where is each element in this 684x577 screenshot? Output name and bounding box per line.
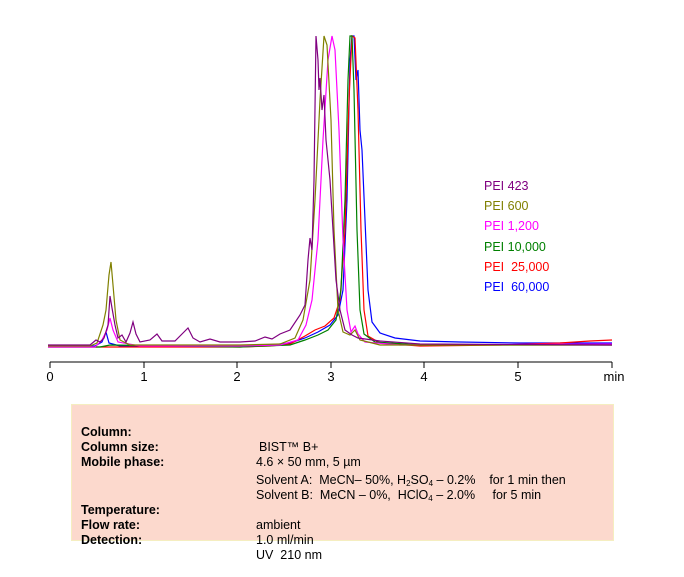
flow-rate-label: Flow rate: xyxy=(81,518,141,533)
detection-value: UV 210 nm xyxy=(256,547,323,562)
x-tick-4: 4 xyxy=(420,369,427,384)
x-tick-5: 5 xyxy=(514,369,521,384)
legend-item-pei-60000: PEI 60,000 xyxy=(484,280,550,295)
x-axis xyxy=(49,361,613,368)
condition-temperature: Temperature: ambient xyxy=(81,489,300,547)
chromatogram: 0 1 2 3 4 5 min xyxy=(46,34,624,384)
x-axis-unit: min xyxy=(604,369,625,384)
condition-column-size: Column size: 4.6 × 50 mm, 5 µm xyxy=(81,426,361,484)
trace-pei-1200 xyxy=(48,35,613,348)
x-tick-3: 3 xyxy=(327,369,334,384)
condition-column: Column: BIST™ B+ xyxy=(81,411,318,469)
column-value: BIST™ B+ xyxy=(259,439,319,454)
x-tick-0: 0 xyxy=(46,369,53,384)
condition-detection: Detection: UV 210 nm xyxy=(81,519,322,577)
mobile-phase-label: Mobile phase: xyxy=(81,455,165,470)
trace-pei-25000 xyxy=(48,34,613,348)
trace-group xyxy=(48,34,613,348)
condition-solvent-a: Solvent A: MeCN– 50%, H2SO4 – 0.2% for 1… xyxy=(81,459,566,502)
solvent-a-value: Solvent A: MeCN– 50%, H2SO4 – 0.2% for 1… xyxy=(256,473,566,489)
legend: PEI 423 PEI 600 PEI 1,200 PEI 10,000 PEI… xyxy=(484,176,549,297)
condition-flow-rate: Flow rate: 1.0 ml/min xyxy=(81,504,314,562)
x-tick-2: 2 xyxy=(233,369,240,384)
detection-label: Detection: xyxy=(81,533,143,548)
column-size-value: 4.6 × 50 mm, 5 µm xyxy=(256,454,361,469)
column-size-label: Column size: xyxy=(81,440,159,455)
trace-pei-423 xyxy=(48,35,613,346)
condition-mobile-phase: Mobile phase: xyxy=(81,441,164,484)
condition-solvent-b: Solvent B: MeCN – 0%, HClO4 – 2.0% for 5… xyxy=(81,474,541,517)
legend-item-pei-423: PEI 423 xyxy=(484,179,529,193)
trace-pei-600 xyxy=(48,35,612,347)
flow-rate-value: 1.0 ml/min xyxy=(256,532,314,547)
legend-item-pei-1200: PEI 1,200 xyxy=(484,219,539,234)
trace-pei-10000 xyxy=(48,35,612,348)
solvent-b-value: Solvent B: MeCN – 0%, HClO4 – 2.0% for 5… xyxy=(256,488,542,504)
legend-item-pei-25000: PEI 25,000 xyxy=(484,259,550,274)
legend-item-pei-600: PEI 600 xyxy=(484,199,529,214)
temperature-label: Temperature: xyxy=(81,503,160,518)
legend-item-pei-10000: PEI 10,000 xyxy=(484,239,546,254)
x-tick-1: 1 xyxy=(140,369,147,384)
x-tick-labels: 0 1 2 3 4 5 min xyxy=(46,369,624,384)
conditions-box: Column: BIST™ B+ Column size: 4.6 × 50 m… xyxy=(71,404,614,562)
temperature-value: ambient xyxy=(256,517,301,532)
trace-pei-60000 xyxy=(48,35,612,347)
column-label: Column: xyxy=(81,425,132,440)
